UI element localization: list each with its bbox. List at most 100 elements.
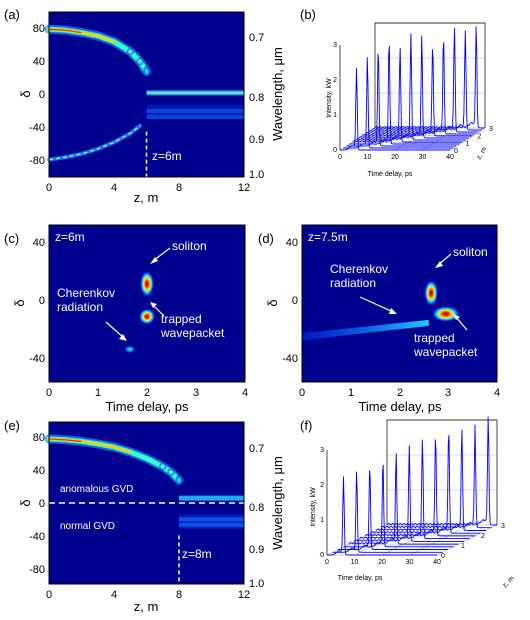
intensity-trace (381, 424, 492, 529)
ytick-c: 0 (39, 295, 45, 307)
intensity-trace (386, 416, 497, 526)
intensity-trace (370, 435, 481, 534)
annotation-z-6m-c: z=6m (55, 230, 85, 244)
ytick-e: 40 (33, 465, 45, 477)
panel-label-e: (e) (4, 418, 20, 433)
ztick: 0 (454, 148, 458, 155)
ytick-d: 40 (286, 237, 298, 249)
waterfall-traces-f (327, 416, 497, 556)
intensity-trace (337, 470, 448, 550)
ytick: 2 (320, 482, 324, 489)
xtick-a: 0 (46, 182, 52, 194)
y2tick-a: 0.7 (249, 32, 264, 44)
branch-bead (175, 474, 183, 487)
intensity-trace (343, 464, 454, 548)
intensity-trace (358, 35, 470, 139)
xtick-a: 12 (238, 182, 250, 194)
ylabel-e: δ (18, 499, 33, 506)
panel-label-a: (a) (4, 7, 20, 22)
ytick: 3 (320, 447, 324, 454)
intensity-trace (343, 57, 454, 149)
ytick-a: 80 (33, 23, 45, 35)
xlabel-f: Time delay, ps (338, 575, 383, 582)
intensity-trace (368, 27, 479, 133)
y2tick-e: 1.0 (249, 578, 264, 590)
ylabel-f: Intensity, kW (310, 487, 317, 527)
xtick-c: 4 (242, 387, 248, 399)
ytick: 1 (320, 517, 324, 524)
intensity-trace (365, 42, 476, 135)
ytick-e: -80 (29, 564, 45, 576)
intensity-trace (340, 67, 450, 151)
spot-trapped-wavepacket (139, 308, 155, 325)
intensity-trace (371, 30, 482, 131)
ytick-a: 0 (39, 89, 45, 101)
cherenkov-streak (302, 319, 429, 341)
xtick: 20 (378, 559, 386, 566)
intensity-trace (349, 45, 460, 145)
intensity-trace (332, 471, 443, 553)
arrowhead-trapped-d (453, 314, 460, 320)
y2tick-e: 0.7 (249, 443, 264, 455)
spot-soliton (424, 280, 439, 307)
intensity-trace (352, 47, 463, 143)
intensity-trace (361, 49, 473, 137)
xlabel-b: Time delay, ps (368, 171, 413, 178)
ytick: 2 (333, 77, 337, 84)
xtick-e: 4 (111, 589, 117, 601)
xlabel-a: z, m (134, 190, 159, 205)
ytick-c: 40 (33, 237, 45, 249)
wall-frame (386, 419, 498, 525)
spot-trapped-wavepacket (431, 305, 460, 322)
panel-label-c: (c) (4, 231, 19, 246)
y2label-a: Wavelength, μm (270, 47, 285, 141)
xlabel-e: z, m (134, 599, 159, 614)
intensity-trace (359, 439, 470, 540)
ytick: 0 (333, 147, 337, 154)
ztick: 1 (461, 543, 465, 550)
annotation-trapped-c: trapped wavepacket (160, 312, 225, 340)
heatmap-background-d (302, 225, 497, 382)
floor-gridline (409, 524, 470, 556)
annotation-cherenkov-d: Cherenkov radiation (330, 262, 388, 290)
heatmap-features-d (302, 280, 460, 341)
branch-bead (142, 65, 151, 78)
arrowhead-cherenkov-c (119, 334, 127, 341)
spot-soliton (140, 270, 154, 297)
spot-cherenkov (123, 345, 136, 354)
arrows-d (359, 253, 468, 331)
xtick-e: 8 (176, 589, 182, 601)
xtick-c: 3 (193, 387, 199, 399)
heatmap-features-c (123, 270, 155, 354)
arrow-trapped-c (152, 304, 165, 317)
xtick: 0 (325, 559, 329, 566)
xtick-e: 12 (238, 589, 250, 601)
arrowhead-cherenkov-d (389, 308, 397, 314)
annotation-z-6m: z=6m (152, 149, 182, 163)
ytick-a: 40 (33, 56, 45, 68)
y2label-e: Wavelength, μm (270, 456, 285, 550)
xtick-a: 8 (176, 182, 182, 194)
ylabel-b: Intensity, kW (326, 78, 333, 118)
annotation-trapped-d: trapped wavepacket (413, 331, 478, 359)
ztick: 2 (477, 133, 481, 140)
ytick-d: -40 (282, 353, 298, 365)
ytick-e: 0 (39, 498, 45, 510)
annotation-anomalous-gvd: anomalous GVD (60, 484, 133, 495)
xtick: 10 (351, 559, 359, 566)
xtick: 10 (364, 154, 372, 161)
xtick-c: 2 (144, 387, 150, 399)
band (179, 495, 244, 501)
ytick-a: -40 (29, 122, 45, 134)
intensity-trace (348, 453, 459, 545)
heatmap-background-c (49, 225, 245, 382)
heatmap-features-a (44, 24, 244, 177)
panel-c: (c) z=6m soliton Cherenkov radiation trap… (4, 224, 248, 414)
panel-e: (e) anomalous GVD normal GVD z=8m 0 4 8 … (4, 418, 285, 614)
ztick: 3 (501, 523, 505, 530)
waterfall-traces-b (340, 26, 485, 151)
branch-bead (136, 57, 144, 66)
ylabel-d: δ (265, 299, 280, 306)
ytick: 1 (333, 112, 337, 119)
plot-frame-a (48, 11, 245, 178)
